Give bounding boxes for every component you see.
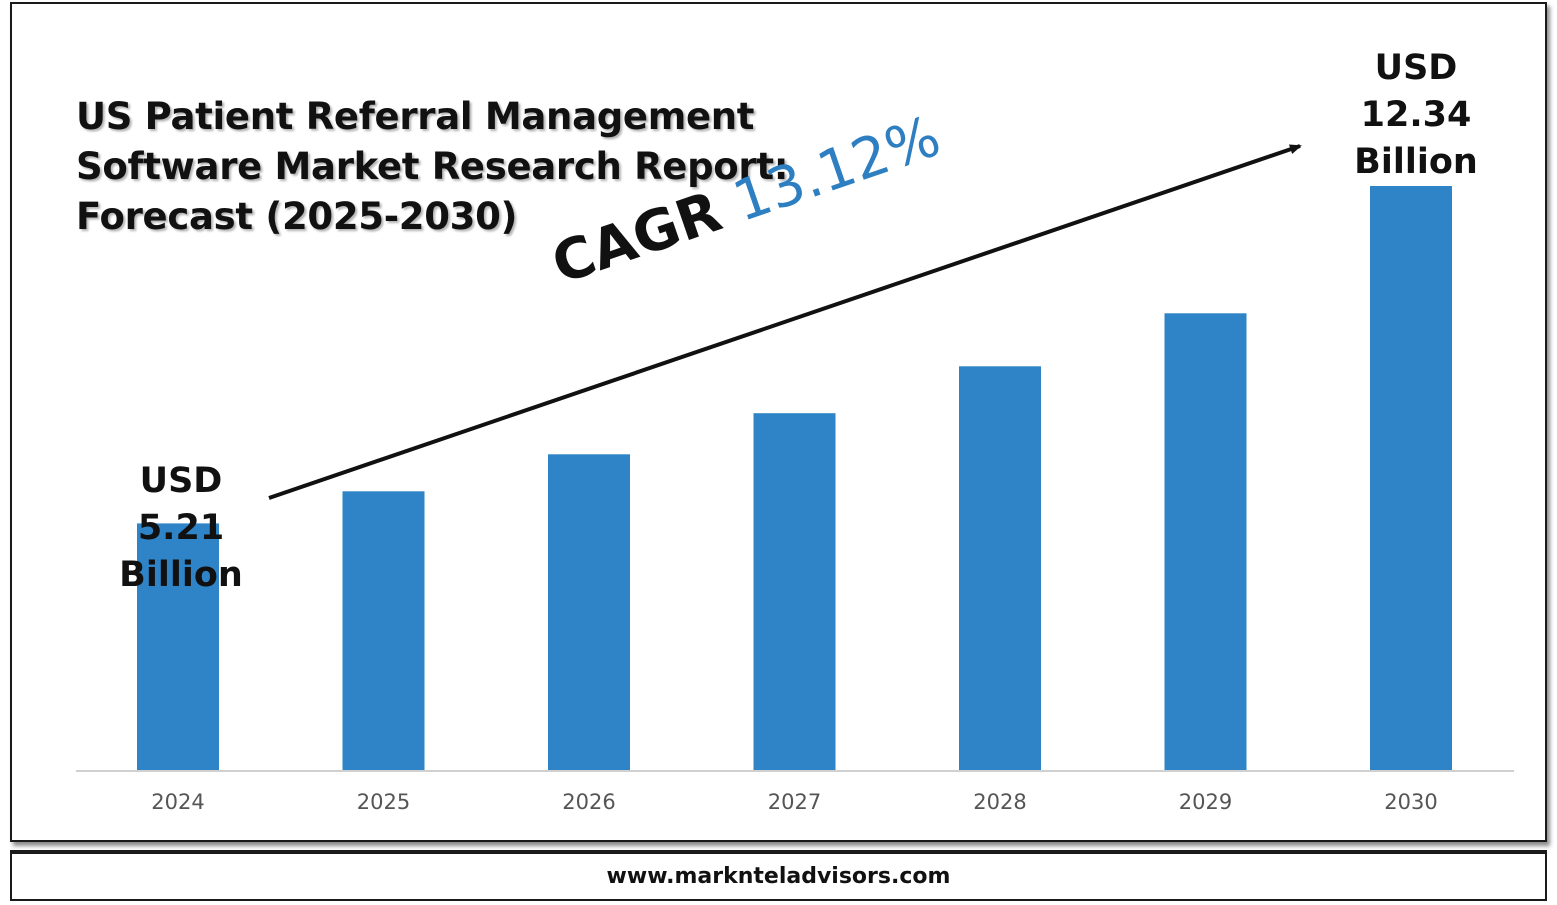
footer-band: www.marknteladvisors.com [10,850,1547,901]
x-tick-2025: 2025 [357,790,410,814]
start-value-label: USD 5.21 Billion [81,458,281,599]
bar-2028 [959,366,1041,770]
growth-arrow [268,144,1302,500]
title-line-3: Forecast (2025-2030) [76,195,518,238]
start-label-currency: USD [139,461,223,501]
x-tick-2030: 2030 [1384,790,1437,814]
x-tick-labels: 2024 2025 2026 2027 2028 2029 2030 [151,790,1437,814]
x-tick-2028: 2028 [973,790,1026,814]
end-label-unit: Billion [1354,142,1478,182]
bar-2026 [548,454,630,770]
end-value-label: USD 12.34 Billion [1316,45,1516,186]
end-label-value: 12.34 [1360,95,1472,135]
title-line-2: Software Market Research Report: [76,145,789,188]
start-label-unit: Billion [119,555,243,595]
x-tick-2027: 2027 [768,790,821,814]
bar-2025 [342,491,425,770]
bar-2024 [137,523,219,770]
bar-2027 [753,413,836,770]
bars-group [137,186,1452,770]
x-tick-2024: 2024 [151,790,204,814]
end-label-currency: USD [1374,48,1458,88]
chart-title: US Patient Referral Management Software … [76,92,789,242]
x-tick-2029: 2029 [1179,790,1232,814]
bar-2030 [1370,186,1452,770]
bar-2029 [1164,313,1247,770]
title-line-1: US Patient Referral Management [76,95,755,138]
footer-website: www.marknteladvisors.com [606,864,951,889]
start-label-value: 5.21 [137,508,225,548]
x-tick-2026: 2026 [562,790,615,814]
